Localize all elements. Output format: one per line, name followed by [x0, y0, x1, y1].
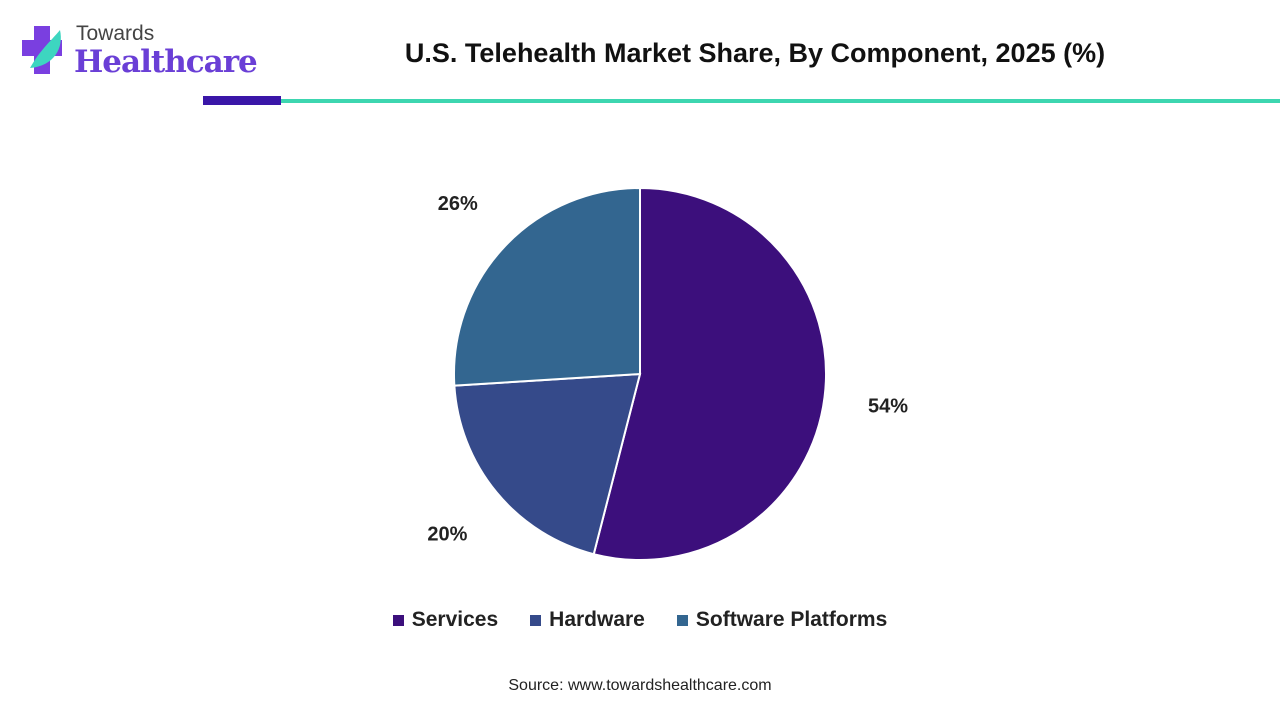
accent-bar	[203, 96, 281, 105]
legend-swatch	[676, 614, 688, 626]
chart-title: U.S. Telehealth Market Share, By Compone…	[404, 38, 1106, 68]
logo: Towards Healthcare	[20, 22, 258, 82]
data-label: 20%	[427, 523, 467, 545]
legend: Services Hardware Software Platforms	[0, 608, 1280, 632]
pie-slice-software-platforms	[453, 186, 641, 387]
data-label: 54%	[868, 395, 908, 417]
legend-label: Services	[411, 608, 499, 631]
data-label: 26%	[438, 193, 478, 215]
legend-item-software-platforms: Software Platforms	[676, 608, 888, 632]
accent-line	[281, 99, 1280, 103]
pie-slice-hardware	[453, 372, 642, 556]
logo-text-towards: Towards	[76, 22, 155, 45]
legend-swatch	[530, 614, 542, 626]
legend-swatch	[392, 614, 404, 626]
logo-cross-icon	[22, 26, 62, 74]
legend-label: Hardware	[549, 608, 645, 631]
legend-item-hardware: Hardware	[530, 608, 645, 632]
pie-slice-services	[592, 186, 827, 561]
legend-item-services: Services	[392, 608, 499, 632]
legend-label: Software Platforms	[695, 608, 888, 631]
source-note: Source: www.towardshealthcare.com	[508, 677, 772, 694]
logo-text-healthcare: Healthcare	[74, 44, 258, 80]
